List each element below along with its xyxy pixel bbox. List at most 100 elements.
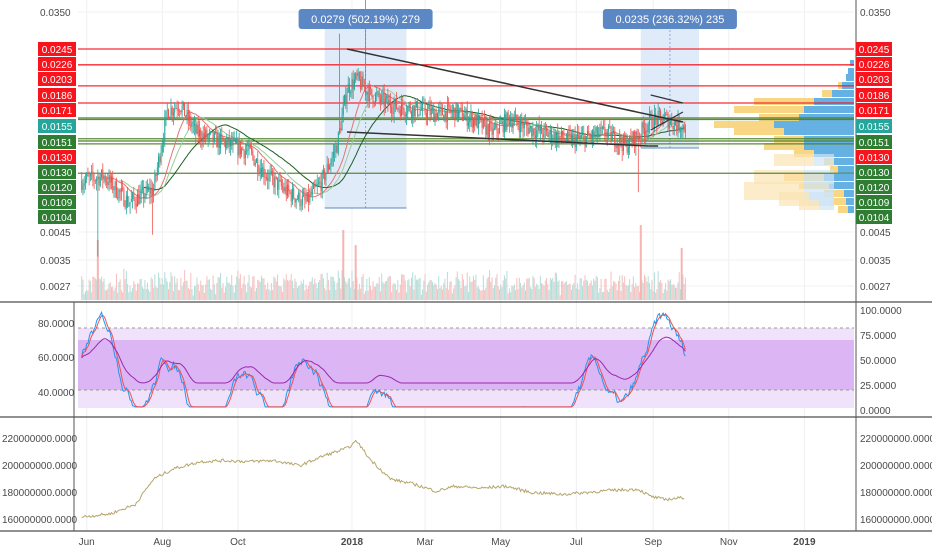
volume-bar bbox=[241, 287, 243, 300]
candle-body bbox=[347, 83, 349, 93]
candle-body bbox=[594, 133, 596, 137]
candle-body bbox=[393, 104, 395, 114]
volume-bar bbox=[305, 284, 307, 300]
volume-bar bbox=[365, 290, 367, 300]
price-axis-badge bbox=[856, 165, 892, 179]
candle-body bbox=[143, 187, 145, 199]
volume-bar bbox=[308, 286, 310, 300]
candle-body bbox=[81, 180, 83, 190]
candle-body bbox=[387, 95, 389, 105]
volume-bar bbox=[279, 285, 281, 300]
candle-body bbox=[283, 187, 285, 192]
volume-bar bbox=[277, 274, 279, 300]
volume-bar bbox=[330, 276, 332, 300]
volume-bar bbox=[656, 289, 658, 300]
candle-body bbox=[586, 131, 588, 137]
candle-body bbox=[223, 140, 225, 142]
candle-body bbox=[226, 141, 228, 148]
volume-bar bbox=[106, 290, 108, 300]
candle-body bbox=[371, 88, 373, 96]
volume-bar bbox=[273, 276, 275, 300]
volume-bar bbox=[210, 288, 212, 300]
volume-bar bbox=[216, 283, 218, 300]
candle-body bbox=[484, 118, 486, 121]
volume-bar bbox=[339, 278, 341, 300]
volume-bar bbox=[647, 276, 649, 300]
candle-body bbox=[435, 113, 437, 121]
candle-body bbox=[446, 104, 448, 122]
candle-body bbox=[604, 126, 606, 136]
price-axis-badge bbox=[856, 135, 892, 149]
volume-bar bbox=[494, 285, 496, 300]
time-axis-label: Mar bbox=[416, 537, 434, 548]
volume-bar bbox=[489, 270, 491, 300]
volume-bar bbox=[415, 279, 417, 300]
candle-body bbox=[605, 135, 607, 137]
candle-body bbox=[84, 179, 86, 184]
volume-bar bbox=[99, 279, 101, 300]
volume-bar bbox=[81, 276, 83, 300]
volume-profile-bar bbox=[804, 170, 834, 184]
candle-body bbox=[565, 140, 567, 142]
candle-body bbox=[629, 135, 631, 148]
volume-bar bbox=[137, 283, 138, 300]
volume-bar bbox=[665, 282, 667, 300]
candle-body bbox=[486, 124, 488, 135]
time-axis-label: 2018 bbox=[341, 537, 364, 548]
volume-bar bbox=[212, 275, 214, 300]
volume-bar bbox=[624, 276, 626, 300]
volume-profile-bar bbox=[846, 198, 854, 205]
candle-body bbox=[403, 108, 405, 115]
candle-body bbox=[166, 109, 168, 111]
volume-bar bbox=[432, 281, 434, 300]
volume-bar bbox=[517, 289, 519, 300]
volume-bar bbox=[222, 283, 224, 300]
volume-bar bbox=[94, 278, 96, 300]
candle-body bbox=[133, 193, 135, 199]
volume-profile-bar bbox=[764, 143, 804, 150]
volume-bar bbox=[84, 291, 86, 300]
volume-bar bbox=[642, 282, 644, 300]
volume-bar bbox=[191, 289, 193, 300]
price-axis-label: 0.0027 bbox=[40, 282, 71, 293]
candle-body bbox=[656, 117, 658, 125]
candle-body bbox=[217, 135, 219, 148]
candle-body bbox=[422, 102, 424, 110]
candle-body bbox=[222, 137, 224, 141]
candle-body bbox=[301, 195, 303, 206]
volume-bar bbox=[92, 276, 94, 300]
candle-body bbox=[560, 130, 562, 137]
volume-bar bbox=[510, 292, 512, 300]
volume-bar bbox=[614, 281, 616, 300]
candle-body bbox=[423, 102, 425, 104]
candle-body bbox=[454, 107, 456, 121]
candle-body bbox=[249, 143, 251, 149]
candle-body bbox=[370, 86, 372, 89]
candle-body bbox=[327, 164, 329, 170]
volume-bar bbox=[555, 273, 557, 300]
volume-profile-bar bbox=[814, 154, 834, 166]
candle-body bbox=[394, 98, 396, 105]
candle-body bbox=[644, 128, 646, 136]
price-axis-label: 0.0045 bbox=[40, 228, 71, 239]
candle-body bbox=[466, 109, 468, 126]
candle-body bbox=[449, 104, 451, 111]
candle-body bbox=[210, 131, 212, 133]
candle-body bbox=[160, 152, 162, 163]
candle-body bbox=[469, 118, 471, 123]
volume-bar bbox=[572, 285, 574, 300]
volume-bar bbox=[406, 292, 407, 300]
time-axis-label: May bbox=[491, 537, 510, 548]
volume-bar bbox=[358, 283, 360, 300]
candle-body bbox=[243, 149, 245, 159]
volume-bar bbox=[546, 278, 548, 300]
candle-body bbox=[134, 198, 136, 205]
candle-body bbox=[441, 107, 443, 116]
volume-bar bbox=[399, 284, 401, 300]
candle-body bbox=[337, 132, 339, 154]
price-axis-badge bbox=[38, 103, 76, 117]
volume-bar bbox=[265, 289, 267, 300]
volume-bar bbox=[309, 282, 311, 300]
volume-bar bbox=[673, 284, 675, 300]
